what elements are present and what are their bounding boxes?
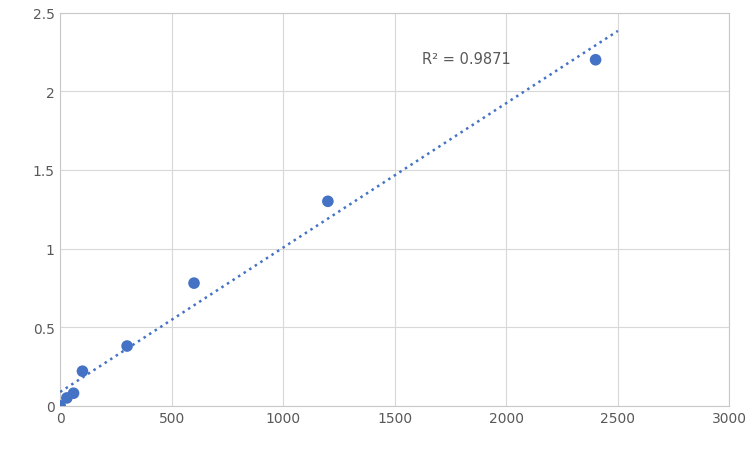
Point: [77, 368, 89, 375]
Point: [121, 343, 133, 350]
Point: [68, 390, 80, 397]
Point: [322, 198, 334, 206]
Point: [590, 57, 602, 64]
Point: [54, 402, 66, 410]
Point: [188, 280, 200, 287]
Point: [61, 395, 73, 402]
Text: R² = 0.9871: R² = 0.9871: [422, 52, 511, 67]
